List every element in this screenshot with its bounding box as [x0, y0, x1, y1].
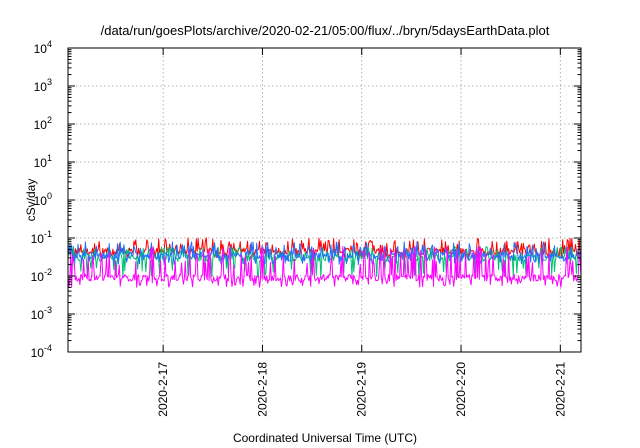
x-tick-label: 2020-2-20 — [454, 362, 468, 417]
y-tick-label: 104 — [34, 39, 52, 56]
ticks — [68, 47, 581, 353]
x-tick-label: 2020-2-18 — [255, 362, 269, 417]
y-tick-label: 10-1 — [31, 229, 52, 246]
chart-title: /data/run/goesPlots/archive/2020-02-21/0… — [101, 23, 550, 38]
y-axis-label: cSv/day — [24, 179, 38, 222]
x-axis-label: Coordinated Universal Time (UTC) — [233, 431, 417, 445]
x-tick-labels: 2020-2-17 2020-2-18 2020-2-19 2020-2-20 2020… — [156, 362, 567, 417]
y-tick-label: 10-2 — [31, 267, 52, 284]
y-tick-label: 103 — [34, 77, 52, 94]
y-tick-labels: 10-4 10-3 10-2 10-1 100 101 102 103 104 — [31, 39, 52, 360]
grid — [68, 48, 581, 352]
y-tick-label: 10-3 — [31, 305, 52, 322]
y-tick-label: 10-4 — [31, 343, 52, 360]
x-tick-label: 2020-2-17 — [156, 362, 170, 417]
y-tick-label: 100 — [34, 191, 52, 208]
series-line-4 — [67, 245, 582, 288]
y-tick-label: 102 — [34, 115, 52, 132]
data-series — [67, 237, 582, 288]
y-tick-label: 101 — [34, 153, 52, 170]
x-tick-label: 2020-2-21 — [553, 362, 567, 417]
x-tick-label: 2020-2-19 — [355, 362, 369, 417]
